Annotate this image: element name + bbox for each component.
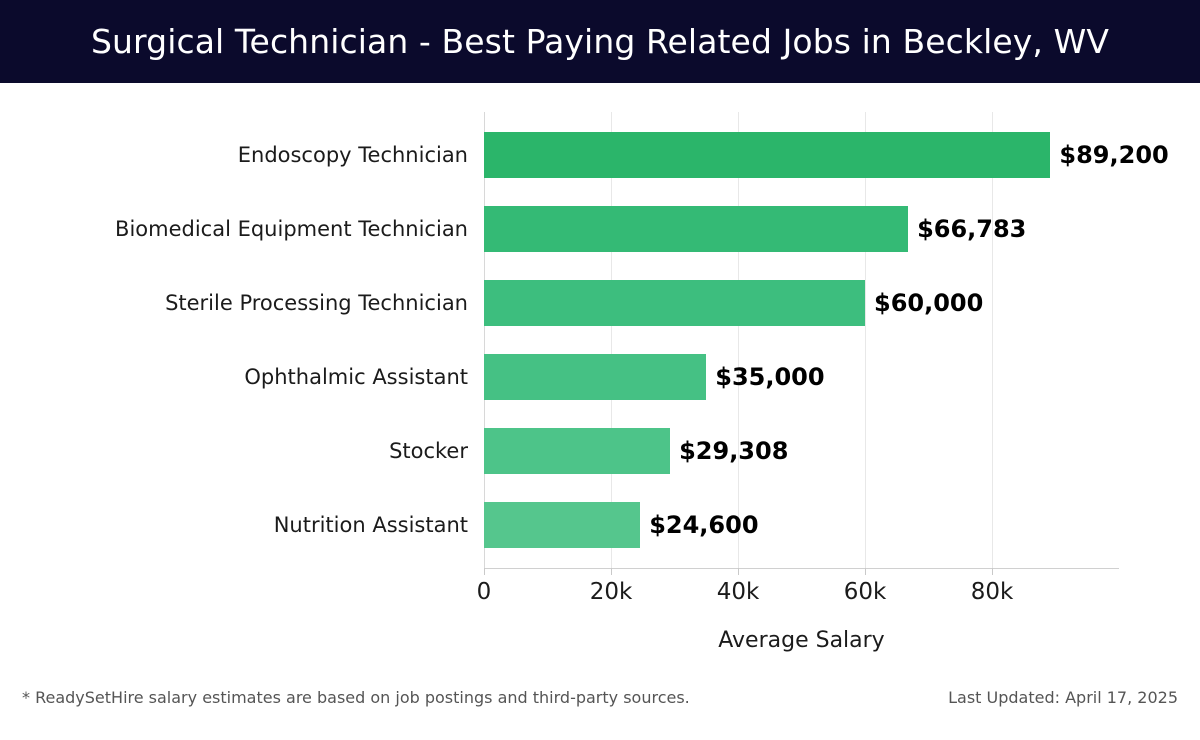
gridline-80k <box>992 112 993 568</box>
x-tick-label: 60k <box>843 579 887 605</box>
bar-row[interactable]: Stocker $29,308 <box>389 414 788 488</box>
x-axis-label: Average Salary <box>718 628 885 653</box>
plot-area: Endoscopy Technician $89,200 Biomedical Eq… <box>115 112 1169 568</box>
x-tick-mark <box>738 568 739 575</box>
x-axis-line <box>484 568 1119 569</box>
footer-last-updated: Last Updated: April 17, 2025 <box>948 688 1178 707</box>
bar-row[interactable]: Nutrition Assistant $24,600 <box>274 488 759 562</box>
bar-row[interactable]: Ophthalmic Assistant $35,000 <box>244 340 825 414</box>
bar[interactable] <box>484 354 707 400</box>
gridline-0 <box>484 112 485 568</box>
x-tick-mark <box>865 568 866 575</box>
page-title: Surgical Technician - Best Paying Relate… <box>91 22 1109 61</box>
gridline-40k <box>738 112 739 568</box>
bar-value-label: $60,000 <box>874 289 984 317</box>
x-tick-mark <box>611 568 612 575</box>
bar[interactable] <box>484 502 641 548</box>
chart-header: Surgical Technician - Best Paying Relate… <box>0 0 1200 83</box>
bar-category-label: Ophthalmic Assistant <box>244 365 468 389</box>
bar-row[interactable]: Sterile Processing Technician $60,000 <box>165 266 983 340</box>
bar-value-label: $89,200 <box>1059 141 1169 169</box>
bar-value-label: $29,308 <box>679 437 789 465</box>
bar[interactable] <box>484 132 1051 178</box>
bar-value-label: $66,783 <box>917 215 1027 243</box>
x-tick-mark <box>484 568 485 575</box>
bar-category-label: Sterile Processing Technician <box>165 291 468 315</box>
bar-category-label: Endoscopy Technician <box>237 143 468 167</box>
x-tick-label: 20k <box>589 579 633 605</box>
x-tick-label: 40k <box>716 579 760 605</box>
footer-disclaimer: * ReadySetHire salary estimates are base… <box>22 688 690 707</box>
bar-category-label: Nutrition Assistant <box>273 513 468 537</box>
bar[interactable] <box>484 206 909 252</box>
bar-row[interactable]: Endoscopy Technician $89,200 <box>238 118 1169 192</box>
bar-value-label: $24,600 <box>649 511 759 539</box>
gridline-60k <box>865 112 866 568</box>
bar-category-label: Stocker <box>389 439 468 463</box>
x-tick-label: 80k <box>970 579 1014 605</box>
bar-category-label: Biomedical Equipment Technician <box>115 217 468 241</box>
chart-plot-wrapper: Endoscopy Technician $89,200 Biomedical Eq… <box>0 83 1200 688</box>
bar-row[interactable]: Biomedical Equipment Technician $66,783 <box>115 192 1026 266</box>
x-tick-label: 0 <box>476 579 492 605</box>
x-tick-mark <box>992 568 993 575</box>
bar-value-label: $35,000 <box>715 363 825 391</box>
bar[interactable] <box>484 280 865 326</box>
gridline-20k <box>611 112 612 568</box>
bar[interactable] <box>484 428 671 474</box>
chart-footer: * ReadySetHire salary estimates are base… <box>0 688 1200 740</box>
